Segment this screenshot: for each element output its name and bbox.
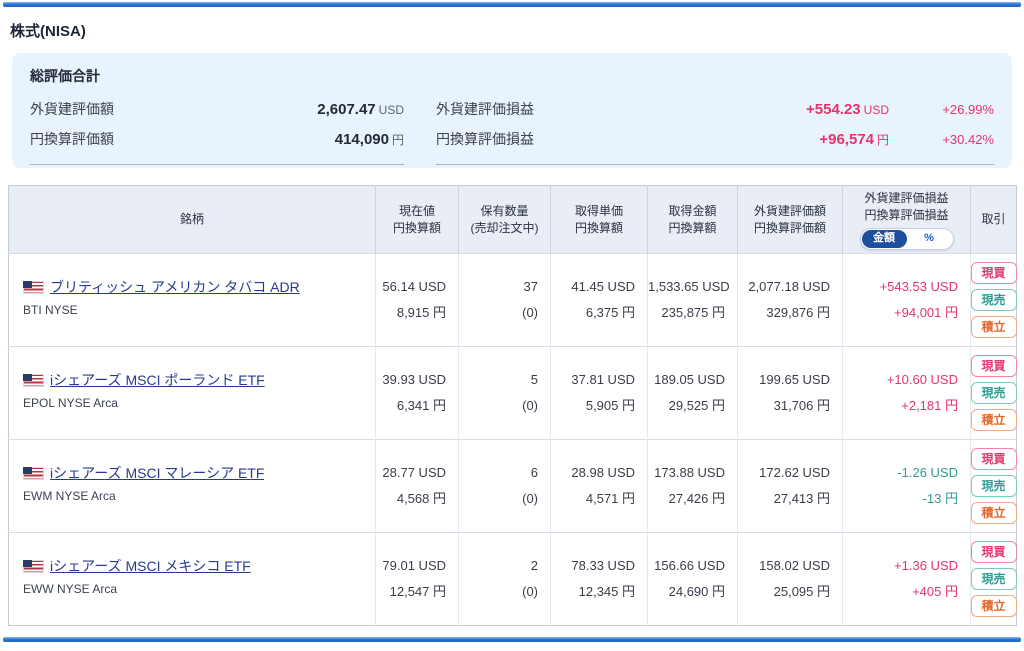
acquisition-amount-cell: 189.05 USD 29,525 円: [647, 346, 738, 440]
valuation-cell: 199.65 USD 31,706 円: [737, 346, 843, 440]
accumulate-button[interactable]: 積立: [970, 502, 1017, 524]
buy-button[interactable]: 現買: [970, 541, 1017, 563]
security-link[interactable]: iシェアーズ MSCI メキシコ ETF: [50, 558, 251, 574]
security-ticker: BTI NYSE: [23, 303, 78, 317]
toggle-amount-button[interactable]: 金額: [861, 229, 907, 248]
accumulate-button[interactable]: 積立: [970, 595, 1017, 617]
foreign-pnl-row: 外貨建評価損益 +554.23 USD +26.99%: [436, 94, 994, 124]
yen-pnl-percent: +30.42%: [942, 132, 994, 147]
security-ticker: EWM NYSE Arca: [23, 489, 116, 503]
sell-button[interactable]: 現売: [970, 289, 1017, 311]
buy-button[interactable]: 現買: [970, 262, 1017, 284]
foreign-valuation-value: 2,607.47 USD: [317, 101, 404, 118]
pnl-cell: +1.36 USD +405 円: [842, 532, 971, 626]
security-cell: iシェアーズ MSCI ポーランド ETF EPOL NYSE Arca: [8, 346, 376, 440]
security-link[interactable]: iシェアーズ MSCI マレーシア ETF: [50, 465, 265, 481]
pnl-cell: +10.60 USD +2,181 円: [842, 346, 971, 440]
security-link[interactable]: ブリティッシュ アメリカン タバコ ADR: [50, 279, 300, 295]
table-row: ブリティッシュ アメリカン タバコ ADR BTI NYSE 56.14 USD…: [8, 253, 1017, 347]
sell-button[interactable]: 現売: [970, 475, 1017, 497]
col-header-current-price: 現在値 円換算額: [375, 185, 459, 254]
foreign-pnl-percent: +26.99%: [942, 102, 994, 117]
col-header-security: 銘柄: [8, 185, 376, 254]
unit-cost-cell: 28.98 USD 4,571 円: [550, 439, 648, 533]
quantity-cell: 37 (0): [458, 253, 551, 347]
unit-cost-cell: 78.33 USD 12,345 円: [550, 532, 648, 626]
current-price-cell: 28.77 USD 4,568 円: [375, 439, 459, 533]
quantity-cell: 2 (0): [458, 532, 551, 626]
unit-cost-cell: 41.45 USD 6,375 円: [550, 253, 648, 347]
summary-title: 総評価合計: [30, 68, 100, 84]
current-price-cell: 79.01 USD 12,547 円: [375, 532, 459, 626]
acquisition-amount-cell: 156.66 USD 24,690 円: [647, 532, 738, 626]
col-header-quantity: 保有数量 (売却注文中): [458, 185, 551, 254]
valuation-cell: 172.62 USD 27,413 円: [737, 439, 843, 533]
sell-button[interactable]: 現売: [970, 568, 1017, 590]
foreign-valuation-row: 外貨建評価額 2,607.47 USD: [30, 94, 404, 124]
page-title: 株式(NISA): [10, 23, 86, 40]
unit-cost-cell: 37.81 USD 5,905 円: [550, 346, 648, 440]
security-ticker: EWW NYSE Arca: [23, 582, 118, 596]
top-divider-bar: [3, 2, 1021, 7]
table-row: iシェアーズ MSCI ポーランド ETF EPOL NYSE Arca 39.…: [8, 346, 1017, 440]
yen-pnl-row: 円換算評価損益 +96,574 円 +30.42%: [436, 124, 994, 154]
security-cell: ブリティッシュ アメリカン タバコ ADR BTI NYSE: [8, 253, 376, 347]
yen-pnl-value: +96,574 円: [819, 131, 889, 148]
total-valuation-summary-card: 総評価合計 外貨建評価額 2,607.47 USD 円換算評価額 414,090 円…: [12, 53, 1012, 168]
col-header-trade: 取引: [970, 185, 1017, 254]
security-link[interactable]: iシェアーズ MSCI ポーランド ETF: [50, 372, 265, 388]
valuation-cell: 2,077.18 USD 329,876 円: [737, 253, 843, 347]
us-flag-icon: [23, 373, 44, 387]
security-cell: iシェアーズ MSCI メキシコ ETF EWW NYSE Arca: [8, 532, 376, 626]
security-ticker: EPOL NYSE Arca: [23, 396, 118, 410]
current-price-cell: 56.14 USD 8,915 円: [375, 253, 459, 347]
accumulate-button[interactable]: 積立: [970, 409, 1017, 431]
accumulate-button[interactable]: 積立: [970, 316, 1017, 338]
quantity-cell: 6 (0): [458, 439, 551, 533]
yen-valuation-label: 円換算評価額: [30, 131, 114, 147]
yen-pnl-label: 円換算評価損益: [436, 131, 534, 147]
trade-cell: 現買 現売 積立: [970, 532, 1017, 626]
acquisition-amount-cell: 173.88 USD 27,426 円: [647, 439, 738, 533]
acquisition-amount-cell: 1,533.65 USD 235,875 円: [647, 253, 738, 347]
trade-cell: 現買 現売 積立: [970, 346, 1017, 440]
buy-button[interactable]: 現買: [970, 355, 1017, 377]
table-header-row: 銘柄 現在値 円換算額 保有数量 (売却注文中) 取得単価 円換算額 取得金額 円換算額…: [8, 185, 1017, 254]
col-header-pnl: 外貨建評価損益 円換算評価損益 金額 %: [842, 185, 971, 254]
pnl-cell: -1.26 USD -13 円: [842, 439, 971, 533]
bottom-divider-bar: [3, 637, 1021, 642]
trade-cell: 現買 現売 積立: [970, 253, 1017, 347]
quantity-cell: 5 (0): [458, 346, 551, 440]
table-row: iシェアーズ MSCI メキシコ ETF EWW NYSE Arca 79.01…: [8, 532, 1017, 626]
sell-button[interactable]: 現売: [970, 382, 1017, 404]
current-price-cell: 39.93 USD 6,341 円: [375, 346, 459, 440]
foreign-pnl-label: 外貨建評価損益: [436, 101, 534, 117]
us-flag-icon: [23, 466, 44, 480]
security-cell: iシェアーズ MSCI マレーシア ETF EWM NYSE Arca: [8, 439, 376, 533]
summary-pnl-column: 外貨建評価損益 +554.23 USD +26.99% 円換算評価損益 +96,5…: [436, 94, 994, 165]
table-row: iシェアーズ MSCI マレーシア ETF EWM NYSE Arca 28.7…: [8, 439, 1017, 533]
trade-cell: 現買 現売 積立: [970, 439, 1017, 533]
valuation-cell: 158.02 USD 25,095 円: [737, 532, 843, 626]
yen-valuation-value: 414,090 円: [334, 131, 404, 148]
toggle-percent-button[interactable]: %: [924, 232, 934, 244]
us-flag-icon: [23, 280, 44, 294]
col-header-valuation: 外貨建評価額 円換算評価額: [737, 185, 843, 254]
holdings-table: 銘柄 現在値 円換算額 保有数量 (売却注文中) 取得単価 円換算額 取得金額 円換算額…: [8, 185, 1017, 626]
pnl-display-toggle: 金額 %: [859, 227, 954, 250]
pnl-cell: +543.53 USD +94,001 円: [842, 253, 971, 347]
summary-valuation-column: 外貨建評価額 2,607.47 USD 円換算評価額 414,090 円: [30, 94, 404, 165]
us-flag-icon: [23, 559, 44, 573]
yen-valuation-row: 円換算評価額 414,090 円: [30, 124, 404, 154]
foreign-pnl-value: +554.23 USD: [806, 101, 889, 118]
buy-button[interactable]: 現買: [970, 448, 1017, 470]
col-header-acquisition-amount: 取得金額 円換算額: [647, 185, 738, 254]
col-header-unit-cost: 取得単価 円換算額: [550, 185, 648, 254]
foreign-valuation-label: 外貨建評価額: [30, 101, 114, 117]
